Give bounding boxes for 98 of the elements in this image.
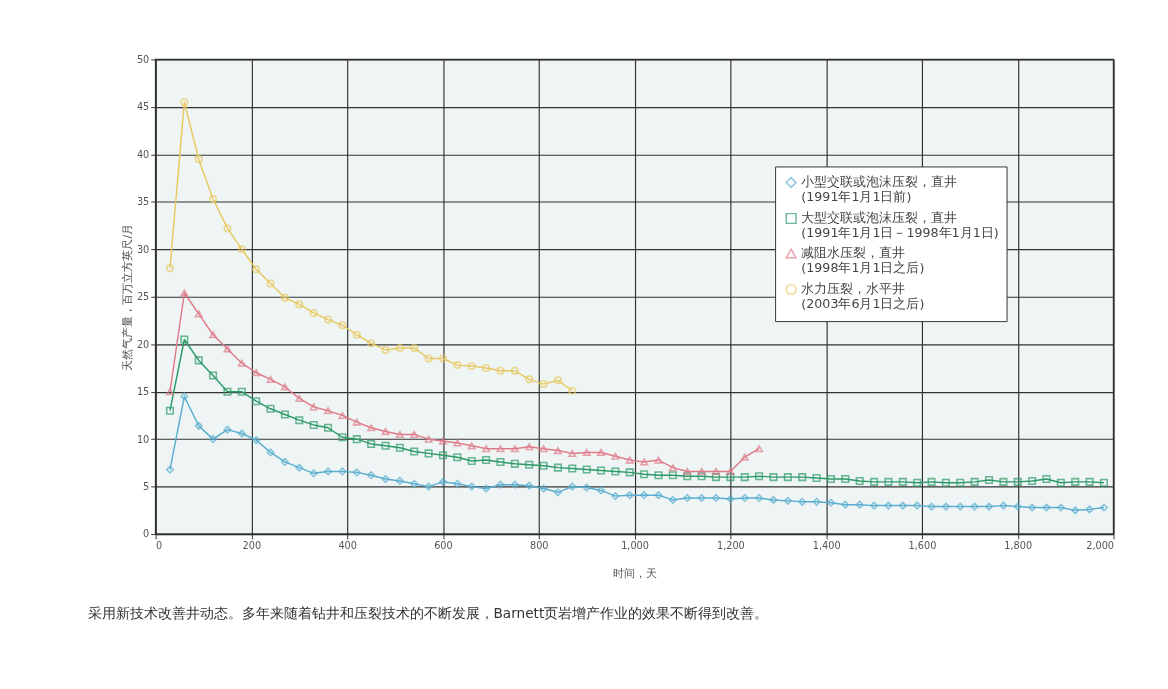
point [280,293,289,302]
point [654,456,663,464]
point [582,448,591,457]
y-tick-label: 0 [143,528,150,540]
point [352,418,361,426]
legend-label: 小型交联或泡沫压裂，直井 (1991年1月1日前) [801,174,958,204]
x-tick-label: 1,800 [1004,540,1033,552]
point [323,407,333,415]
y-tick-label: 45 [136,101,150,113]
x-axis-title: 时间，天 [613,567,658,581]
y-tick-label: 15 [136,386,150,398]
point [510,445,519,453]
x-tick-label: 2,000 [1086,540,1115,552]
point [438,354,448,363]
y-tick-label: 25 [136,291,150,303]
point [711,467,721,476]
point [410,344,419,353]
point [453,439,462,447]
point [467,362,476,371]
point [209,194,218,204]
legend-label: 水力压裂，水平井 (2003年6月1日之后) [801,281,925,311]
point [640,458,649,466]
point [697,467,706,476]
x-tick-label: 800 [529,540,549,552]
point [496,366,505,375]
point [611,452,620,460]
point [467,442,476,450]
point [367,339,376,348]
point [424,435,433,443]
point [165,388,175,396]
point [755,445,764,453]
y-tick-label: 50 [136,53,150,65]
x-tick-label: 200 [242,540,262,552]
point [295,394,304,402]
point [309,308,318,317]
point [568,449,577,457]
point [194,155,203,164]
point [482,445,491,453]
point [726,467,735,476]
y-tick-label: 20 [136,338,150,350]
y-tick-label: 40 [136,148,150,160]
x-tick-label: 600 [434,540,453,552]
point [237,245,246,254]
y-tick-label: 5 [143,481,150,493]
point [180,98,189,107]
y-axis-title: 天然气产量，百万立方英尺/月 [121,223,135,371]
legend-label: 大型交联或泡沫压裂，直井 (1991年1月1日－1998年1月1日) [801,210,999,240]
point [395,344,404,353]
x-tick-label: 1,000 [621,540,649,552]
point [295,300,304,309]
point [625,456,634,464]
legend-label: 减阻水压裂，直井 (1998年1月1日之后) [801,245,925,275]
point [323,315,333,324]
point [410,430,419,439]
x-tick-label: 400 [338,540,357,552]
point [597,448,606,457]
point [223,224,232,233]
point [510,366,519,375]
y-tick-label: 35 [136,196,150,208]
point [539,380,548,389]
point [266,279,275,288]
text: 采用新技术改善井动态。多年来随着钻井和压裂技术的不断发展，Barnett页岩增产作业的效果不断得到改善。 [87,604,769,621]
point [309,403,318,411]
point [668,464,677,472]
point [381,345,390,354]
point [496,445,505,453]
point [553,446,562,455]
point [237,359,246,367]
point [438,437,448,445]
point [424,354,433,363]
point [683,467,692,476]
x-tick-label: 1,200 [716,540,745,552]
point [740,453,749,461]
point [180,289,189,297]
point [338,411,347,420]
point [338,321,347,330]
point [194,310,203,318]
point [352,330,361,339]
point [223,345,232,353]
point [280,383,289,391]
x-tick-label: 1,600 [908,540,937,552]
point [525,375,534,384]
point [252,265,261,274]
point [252,369,261,377]
point [553,376,562,385]
point [266,375,275,383]
x-tick-label: 0 [156,540,163,552]
point [381,427,390,436]
point [367,424,376,432]
point [539,445,548,453]
point [482,363,491,373]
point [209,331,218,339]
point [525,443,534,451]
x-tick-label: 1,400 [812,540,841,552]
y-tick-label: 30 [136,243,150,255]
point [453,361,462,370]
point [395,430,404,439]
y-tick-label: 10 [136,433,150,445]
